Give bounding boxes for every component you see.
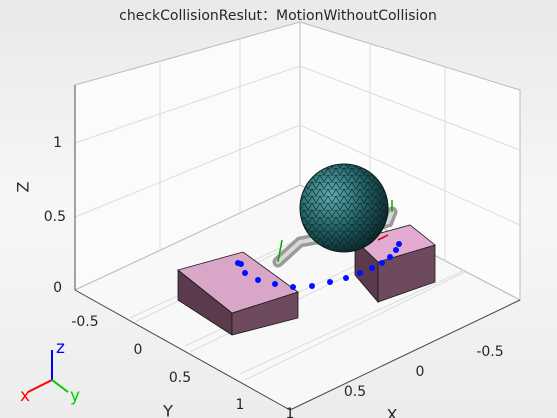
y-tick-label: 0	[134, 342, 143, 358]
right-box	[354, 224, 436, 304]
z-axis: 0 0.5 1 Z	[14, 135, 67, 296]
orientation-triad: z x y	[20, 338, 80, 406]
triad-x-label: x	[20, 386, 30, 406]
z-tick-label: 0.5	[44, 209, 66, 225]
x-axis: -0.5 0 0.5 1 X	[286, 344, 504, 418]
y-tick-label: -0.5	[71, 314, 98, 330]
x-tick-label: 1	[286, 406, 295, 418]
x-axis-label: X	[387, 406, 398, 418]
triad-y-label: y	[70, 386, 80, 406]
z-tick-label: 0	[53, 280, 62, 296]
x-tick-label: 0.5	[344, 384, 366, 400]
z-tick-label: 1	[53, 135, 62, 151]
y-axis-label: Y	[162, 402, 173, 418]
z-axis-label: Z	[14, 181, 33, 192]
left-box	[177, 251, 299, 336]
y-axis: -0.5 0 0.5 1 Y	[71, 314, 244, 418]
obstacle-sphere	[299, 163, 389, 253]
y-tick-label: 0.5	[169, 370, 191, 386]
triad-z-label: z	[56, 338, 65, 358]
x-tick-label: -0.5	[476, 344, 503, 360]
trajectory	[235, 241, 402, 290]
x-tick-label: 0	[416, 364, 425, 380]
title: checkCollisionReslut：MotionWithoutCollis…	[119, 8, 437, 24]
y-tick-label: 1	[236, 397, 245, 413]
